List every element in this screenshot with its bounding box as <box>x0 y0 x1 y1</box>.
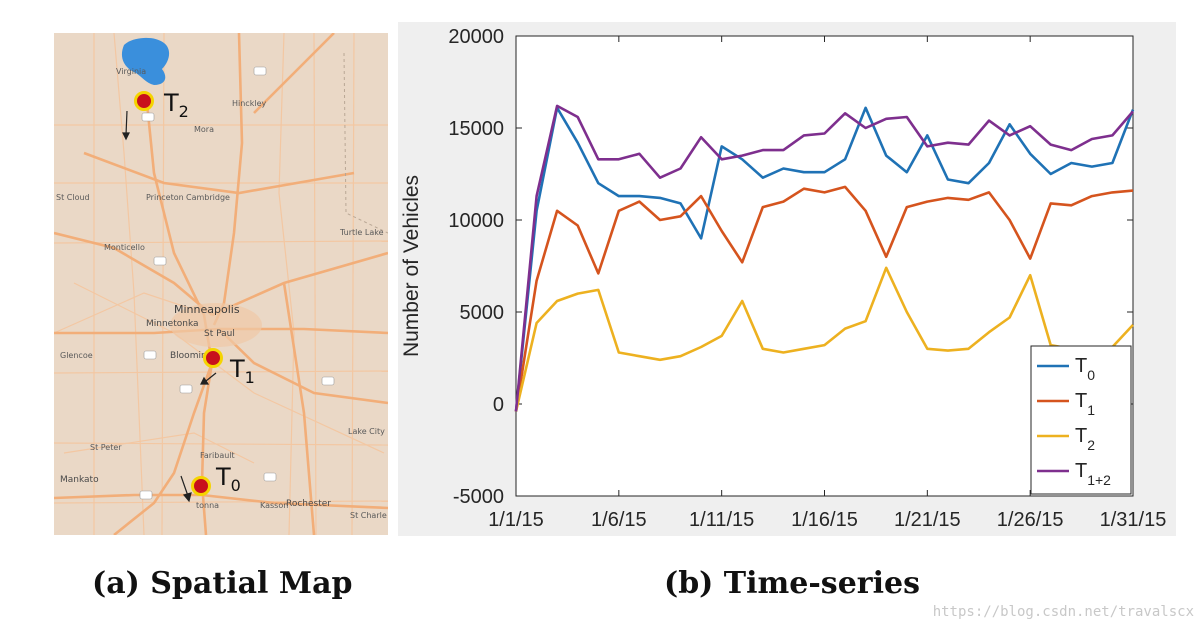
minor-roads <box>54 33 388 535</box>
metro-area <box>170 303 262 347</box>
shield-icon <box>153 256 167 266</box>
watermark: https://blog.csdn.net/travalscx <box>932 604 1194 620</box>
legend-entry: T0 <box>1075 355 1095 383</box>
location-marker-t0 <box>191 476 211 496</box>
map-label-faribault: Faribault <box>200 451 235 460</box>
location-marker-t1 <box>203 348 223 368</box>
legend-box <box>1030 345 1132 495</box>
shield-icon <box>179 384 193 394</box>
marker-label-t2: T2 <box>164 89 189 121</box>
x-tick-label: 1/16/15 <box>791 509 858 531</box>
shield-icon <box>139 490 153 500</box>
highway-shields <box>139 66 335 500</box>
map-label-glencoe: Glencoe <box>60 351 93 360</box>
arrows <box>122 110 217 503</box>
marker-label-t0: T0 <box>216 463 241 495</box>
arrow-t2 <box>125 110 128 136</box>
y-tick-label: 10000 <box>448 210 504 232</box>
caption-spatial-map: (a) Spatial Map <box>92 566 353 601</box>
y-tick-label: 5000 <box>460 302 505 324</box>
map-roads-layer <box>54 33 388 535</box>
x-tick-label: 1/31/15 <box>1100 509 1167 531</box>
arrow-t0-head <box>182 492 192 503</box>
arrow-t0 <box>180 475 189 497</box>
y-tick-label: 0 <box>493 394 504 416</box>
x-tick-label: 1/11/15 <box>689 509 754 531</box>
legend-entry: T1 <box>1075 390 1095 418</box>
county-line <box>343 52 388 234</box>
x-axis: 1/1/15 1/6/15 1/11/15 1/16/15 1/21/15 1/26/15… <box>488 36 1166 531</box>
spatial-map: Virginia Hinckley Mora St Cloud Princeto… <box>54 33 388 535</box>
map-label-bloomington: Bloomin <box>170 351 207 361</box>
marker-label-t1: T1 <box>230 355 255 387</box>
y-tick-label: -5000 <box>453 486 504 508</box>
series-lines <box>514 104 1135 412</box>
arrow-t1-head <box>200 376 210 385</box>
shield-icon <box>141 112 155 122</box>
map-label-turtle-lake: Turtle Lake <box>340 228 384 237</box>
y-axis: -5000 0 5000 10000 15000 20000 <box>448 26 1133 508</box>
map-label-mankato: Mankato <box>60 475 99 485</box>
map-label-minnetonka: Minnetonka <box>146 319 199 329</box>
legend-entry: T2 <box>1075 425 1095 453</box>
map-label-rochester: Rochester <box>286 499 331 509</box>
caption-time-series: (b) Time-series <box>664 566 920 601</box>
map-label-minneapolis: Minneapolis <box>174 303 240 316</box>
map-label-owatonna: tonna <box>196 501 220 510</box>
map-label-mora: Mora <box>194 125 214 134</box>
map-label-st-cloud: St Cloud <box>56 193 90 202</box>
map-label-st-charles: St Charle <box>350 511 387 520</box>
series-line-2 <box>514 266 1134 412</box>
shield-icon <box>143 350 157 360</box>
shield-icon <box>253 66 267 76</box>
map-label-monticello: Monticello <box>104 243 145 252</box>
shield-icon <box>321 376 335 386</box>
map-label-princeton: Princeton <box>146 193 184 202</box>
y-tick-label: 20000 <box>448 26 504 48</box>
map-label-st-paul: St Paul <box>204 329 235 339</box>
water-body <box>121 37 170 85</box>
x-tick-label: 1/26/15 <box>997 509 1064 531</box>
arrow-t2-head <box>122 132 130 141</box>
shield-icon <box>263 472 277 482</box>
arrow-t1 <box>205 372 217 382</box>
y-axis-label: Number of Vehicles <box>400 175 423 357</box>
major-roads <box>54 33 388 535</box>
map-label-virginia: Virginia <box>116 67 147 76</box>
series-line-3 <box>514 104 1134 412</box>
plot-area <box>515 35 1134 497</box>
x-tick-label: 1/1/15 <box>488 509 544 531</box>
map-label-st-peter: St Peter <box>90 443 122 452</box>
map-label-lake-city: Lake City <box>348 427 385 436</box>
map-label-kasson: Kasson <box>260 501 289 510</box>
series-line-0 <box>514 106 1135 412</box>
y-tick-label: 15000 <box>448 118 504 140</box>
legend-entry: T1+2 <box>1075 460 1111 488</box>
map-label-hinckley: Hinckley <box>232 99 267 108</box>
time-series-chart: -5000 0 5000 10000 15000 20000 1/1/15 1/6/15 1/… <box>398 22 1176 536</box>
map-label-cambridge: Cambridge <box>186 193 230 202</box>
legend: T0 T1 T2 T1+2 <box>1030 345 1132 495</box>
location-marker-t2 <box>134 91 154 111</box>
x-tick-label: 1/21/15 <box>894 509 961 531</box>
x-tick-label: 1/6/15 <box>591 509 647 531</box>
series-line-1 <box>514 185 1134 412</box>
